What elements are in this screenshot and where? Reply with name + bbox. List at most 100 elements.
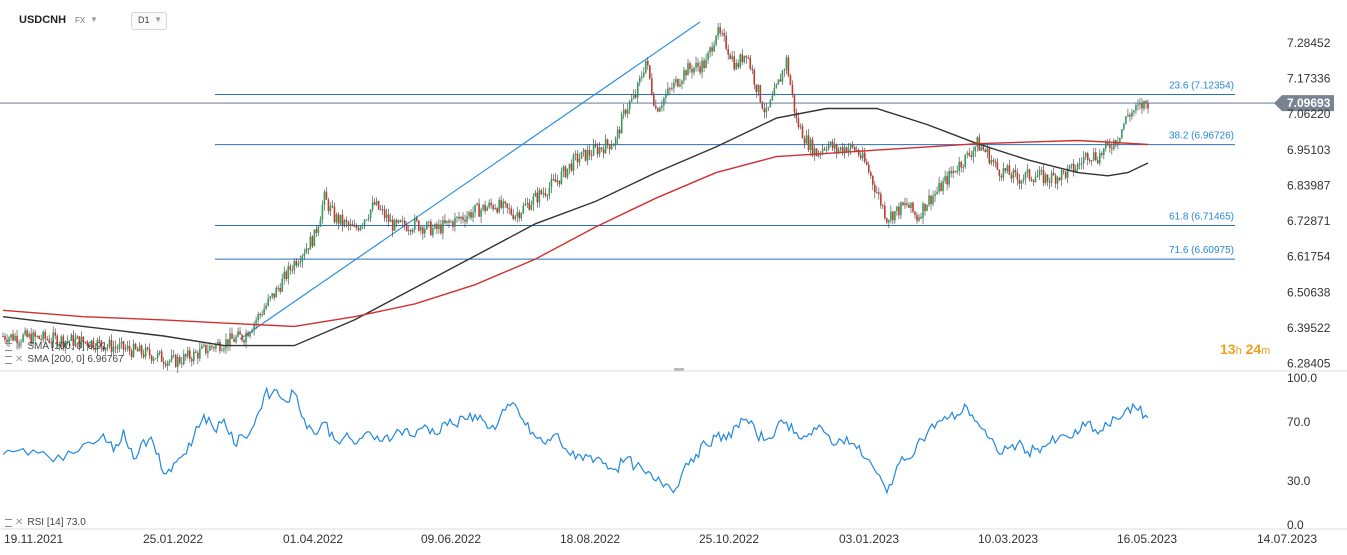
eye-icon[interactable] — [5, 342, 12, 351]
candle-body — [335, 214, 338, 223]
candle-body — [504, 201, 506, 204]
legend-sma-200[interactable]: ✕ SMA [200, 0] 6.96767 — [5, 354, 124, 365]
candle-body — [203, 344, 205, 347]
candle-body — [343, 220, 346, 226]
candle-body — [345, 220, 348, 223]
candle-body — [40, 338, 42, 340]
chevron-down-icon[interactable]: ▼ — [90, 15, 98, 24]
candle-body — [407, 230, 410, 232]
candle-body — [699, 66, 701, 73]
candle-body — [114, 346, 117, 348]
candle-body — [235, 336, 237, 342]
candle-body — [281, 278, 284, 292]
candle-body — [614, 137, 617, 145]
candle-body — [938, 182, 940, 192]
candle-body — [468, 212, 470, 217]
candle-body — [164, 363, 167, 366]
candle-body — [500, 199, 502, 208]
candle-body — [586, 150, 589, 161]
candle-body — [68, 340, 71, 342]
candle-body — [1094, 152, 1097, 161]
candle-body — [976, 137, 979, 147]
candle-body — [231, 333, 233, 339]
candle-body — [825, 149, 828, 151]
countdown-minutes: 24 — [1245, 341, 1262, 357]
candle-body — [490, 202, 492, 206]
candle-body — [1010, 174, 1013, 179]
price-axis[interactable]: 7.28452 7.17336 7.06220 6.95103 6.83987 6.728… — [1287, 36, 1331, 371]
candle-body — [930, 195, 932, 205]
trend-line[interactable] — [239, 21, 701, 340]
candle-body — [751, 68, 754, 70]
candle-body — [934, 193, 936, 196]
current-price-label: 7.09693 — [1287, 96, 1331, 110]
candle-body — [416, 218, 418, 221]
candle-body — [659, 107, 661, 112]
candle-body — [277, 287, 280, 289]
date-axis[interactable]: 19.11.2021 25.01.2022 01.04.2022 09.06.2022… — [4, 532, 1317, 546]
countdown-minutes-unit: m — [1261, 345, 1271, 357]
symbol-name[interactable]: USDCNH — [19, 14, 67, 26]
candle-body — [134, 343, 137, 349]
candle-body — [195, 351, 197, 353]
candle-body — [197, 352, 199, 359]
legend-sma-100[interactable]: ✕ SMA [100, 0] 6.91 — [5, 341, 107, 352]
candle-body — [626, 109, 629, 114]
candle-body — [805, 135, 808, 144]
candle-body — [464, 219, 466, 222]
fib-level-label: 71.6 (6.60975) — [1169, 245, 1234, 256]
candle-body — [1020, 180, 1023, 184]
candle-body — [604, 139, 607, 154]
close-icon[interactable]: ✕ — [15, 517, 24, 528]
candle-body — [855, 149, 858, 151]
candle-body — [297, 263, 300, 266]
sma-line — [2, 139, 1149, 328]
candle-body — [148, 349, 151, 356]
candle-body — [1036, 175, 1039, 178]
candle-body — [1042, 170, 1045, 184]
candle-body — [962, 166, 964, 168]
candle-body — [882, 205, 884, 207]
candle-body — [910, 202, 912, 208]
candle-body — [588, 150, 591, 156]
candle-body — [283, 271, 286, 279]
candle-body — [942, 181, 944, 192]
candle-body — [305, 248, 308, 254]
candle-body — [10, 334, 12, 338]
candle-body — [307, 248, 310, 250]
timeframe-selector[interactable]: D1 ▼ — [131, 12, 167, 30]
candle-body — [329, 206, 332, 212]
candle-body — [697, 62, 699, 67]
candle-body — [544, 192, 547, 196]
candle-body — [1119, 137, 1121, 142]
candle-body — [857, 149, 860, 156]
eye-icon[interactable] — [5, 518, 12, 527]
candle-body — [249, 332, 251, 337]
candle-body — [721, 33, 723, 35]
candle-body — [520, 213, 523, 219]
candle-body — [1088, 159, 1091, 161]
candle-body — [12, 334, 14, 341]
candle-body — [74, 338, 77, 346]
candle-body — [789, 75, 792, 85]
candle-body — [793, 94, 796, 113]
close-icon[interactable]: ✕ — [15, 354, 24, 365]
sma-line — [2, 107, 1149, 347]
chevron-down-icon: ▼ — [154, 15, 162, 24]
candle-body — [606, 139, 609, 145]
candle-body — [96, 339, 99, 350]
eye-icon[interactable] — [5, 355, 12, 364]
candle-body — [64, 340, 67, 348]
candle-body — [847, 148, 850, 153]
candle-body — [98, 339, 101, 341]
legend-rsi[interactable]: ✕ RSI [14] 73.0 — [5, 517, 86, 528]
candle-body — [325, 191, 328, 200]
candle-body — [193, 351, 195, 362]
candle-body — [476, 203, 478, 205]
candle-body — [649, 65, 651, 79]
candle-body — [72, 334, 75, 346]
close-icon[interactable]: ✕ — [15, 341, 24, 352]
candle-body — [914, 211, 916, 216]
candle-body — [926, 204, 928, 211]
